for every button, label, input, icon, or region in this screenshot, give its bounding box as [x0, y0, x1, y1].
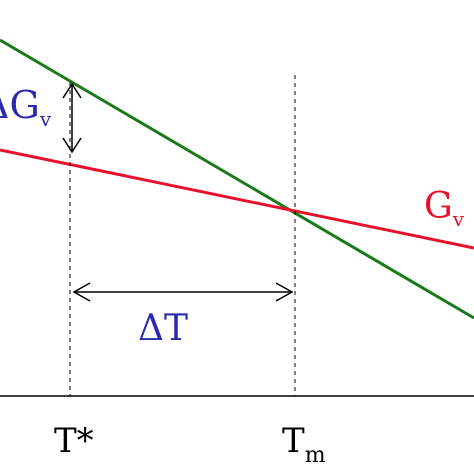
t-melt-label: Tm: [282, 421, 326, 468]
delta-g-subscript: v: [39, 107, 52, 131]
green-line: [0, 38, 474, 320]
red-line: [0, 148, 474, 250]
delta-t-arrow: [72, 282, 294, 302]
g-liquid-label: Gv: [424, 186, 465, 231]
t-melt-subscript: m: [305, 443, 326, 468]
delta-t-label: ΔT: [138, 308, 188, 349]
delta-g-arrow: [62, 82, 82, 154]
t-star-label: T*: [54, 421, 94, 461]
g-liquid-subscript: v: [452, 207, 465, 231]
delta-g-label: ΔGv: [0, 83, 52, 131]
